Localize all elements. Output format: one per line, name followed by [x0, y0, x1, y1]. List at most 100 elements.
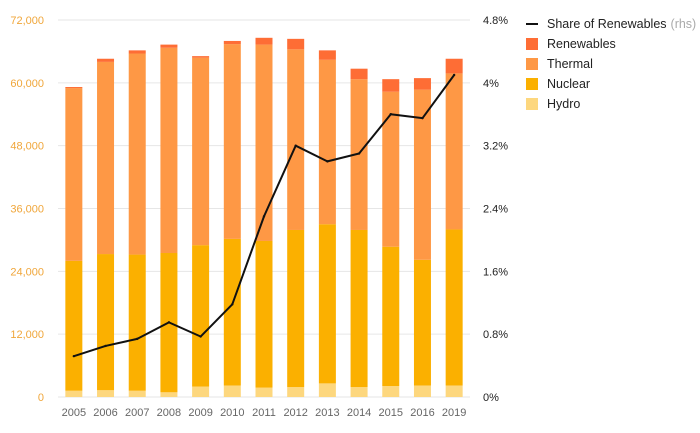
bar-thermal: [160, 47, 178, 254]
x-tick-label: 2006: [93, 407, 117, 419]
legend-label-hydro: Hydro: [547, 97, 581, 111]
bar-nuclear: [223, 238, 241, 386]
legend-label-renewables: Renewables: [547, 37, 616, 51]
x-tick-label: 2012: [283, 407, 307, 419]
line-point: [389, 113, 392, 116]
line-point: [199, 335, 202, 338]
bar-renewables: [318, 50, 336, 60]
x-tick-label: 2011: [252, 407, 276, 419]
bar-thermal: [97, 61, 115, 255]
legend-swatch-nuclear: [526, 78, 538, 90]
y-left-tick-label: 12,000: [10, 329, 44, 341]
bars: [65, 37, 463, 397]
bar-thermal: [255, 44, 273, 241]
x-tick-label: 2019: [442, 407, 466, 419]
bar-thermal: [445, 73, 463, 230]
y-axis-right: 0% 0.8% 1.6% 2.4% 3.2% 4% 4.8%: [483, 15, 508, 404]
y-left-tick-label: 36,000: [10, 204, 44, 216]
y-right-tick-label: 4.8%: [483, 15, 508, 27]
y-left-tick-label: 0: [38, 392, 44, 404]
bar-nuclear: [287, 229, 305, 388]
bar-hydro: [192, 386, 210, 397]
bar-nuclear: [350, 229, 368, 388]
bar-thermal: [413, 89, 431, 260]
x-tick-label: 2005: [62, 407, 86, 419]
bar-renewables: [413, 78, 431, 90]
x-tick-label: 2009: [188, 407, 212, 419]
line-point: [357, 152, 361, 155]
bar-hydro: [350, 387, 368, 397]
legend-swatch-hydro: [526, 98, 538, 110]
bar-nuclear: [192, 245, 210, 387]
bar-thermal: [128, 53, 146, 255]
y-left-tick-label: 24,000: [10, 266, 44, 278]
line-point: [326, 160, 329, 163]
bar-renewables: [160, 44, 178, 48]
bar-nuclear: [382, 246, 400, 387]
bar-nuclear: [413, 259, 431, 386]
legend-line-swatch: [526, 23, 538, 25]
bar-hydro: [255, 387, 273, 397]
bar-thermal: [382, 91, 400, 247]
bar-thermal: [287, 49, 305, 230]
bar-hydro: [160, 392, 178, 397]
bar-renewables: [128, 50, 146, 54]
bar-renewables: [382, 79, 400, 92]
y-left-tick-label: 48,000: [10, 141, 44, 153]
bar-renewables: [445, 58, 463, 74]
x-tick-label: 2013: [315, 407, 339, 419]
bar-hydro: [445, 385, 463, 397]
legend-item-hydro: Hydro: [526, 94, 696, 114]
bar-nuclear: [445, 229, 463, 386]
legend-line-label: Share of Renewables: [547, 17, 667, 31]
y-right-tick-label: 4%: [483, 78, 499, 90]
bar-nuclear: [128, 254, 146, 391]
bar-renewables: [223, 40, 241, 45]
line-point: [136, 337, 139, 341]
x-tick-label: 2014: [347, 407, 371, 419]
y-right-tick-label: 1.6%: [483, 266, 508, 278]
bar-hydro: [382, 386, 400, 397]
bar-renewables: [65, 87, 83, 89]
line-point: [72, 354, 76, 358]
bar-thermal: [223, 44, 241, 239]
bar-nuclear: [65, 260, 83, 391]
y-axis-left: 0 12,000 24,000 36,000 48,000 60,000 72,000: [10, 15, 44, 404]
line-point: [167, 321, 171, 324]
x-tick-label: 2015: [379, 407, 403, 419]
bar-renewables: [287, 38, 305, 50]
legend-item-line: Share of Renewables (rhs): [526, 14, 696, 34]
bar-renewables: [192, 56, 210, 58]
line-point: [421, 116, 424, 120]
x-tick-label: 2008: [157, 407, 181, 419]
bar-nuclear: [255, 240, 273, 388]
bar-renewables: [97, 58, 115, 62]
bar-thermal: [192, 57, 210, 246]
y-right-tick-label: 2.4%: [483, 204, 508, 216]
y-right-tick-label: 3.2%: [483, 141, 508, 153]
x-tick-label: 2010: [220, 407, 244, 419]
bar-thermal: [65, 88, 83, 261]
legend-label-thermal: Thermal: [547, 57, 593, 71]
legend-item-renewables: Renewables: [526, 34, 696, 54]
legend-item-nuclear: Nuclear: [526, 74, 696, 94]
y-left-tick-label: 60,000: [10, 78, 44, 90]
legend-line-note: (rhs): [670, 17, 697, 31]
line-point: [262, 215, 266, 218]
x-tick-label: 2007: [125, 407, 149, 419]
bar-thermal: [318, 59, 336, 225]
legend-swatch-renewables: [526, 38, 538, 50]
bar-nuclear: [318, 224, 336, 384]
bar-hydro: [318, 383, 336, 397]
legend-item-thermal: Thermal: [526, 54, 696, 74]
x-tick-label: 2016: [410, 407, 434, 419]
bar-hydro: [223, 385, 241, 397]
bar-renewables: [350, 68, 368, 80]
legend-swatch-thermal: [526, 58, 538, 70]
line-point: [294, 144, 297, 147]
x-axis: 2005 2006 2007 2008 2009 2010 2011 2012 2013 2014…: [62, 407, 467, 419]
y-right-tick-label: 0%: [483, 392, 499, 404]
bar-renewables: [255, 37, 273, 45]
bar-hydro: [65, 390, 83, 397]
